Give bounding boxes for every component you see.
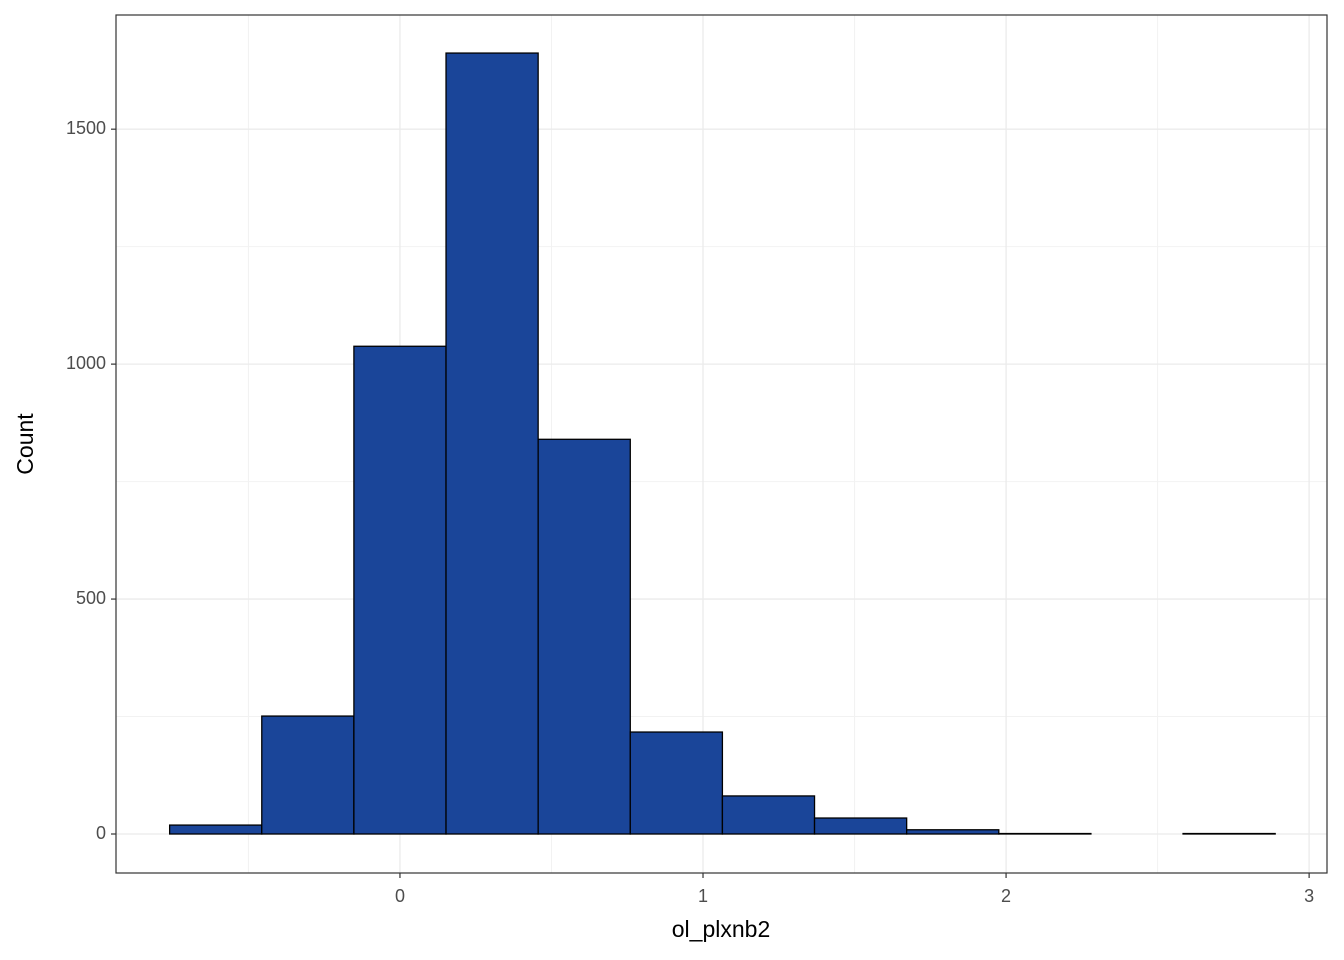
bar bbox=[537, 438, 631, 835]
x-axis-title: ol_plxnb2 bbox=[672, 916, 770, 942]
x-tick-label: 2 bbox=[1001, 886, 1011, 906]
bar bbox=[906, 829, 1000, 835]
y-tick-label: 500 bbox=[76, 588, 106, 608]
bar bbox=[813, 817, 908, 835]
bar bbox=[353, 345, 447, 835]
y-tick-label: 1500 bbox=[66, 118, 106, 138]
y-tick-label: 0 bbox=[96, 823, 106, 843]
bar bbox=[261, 715, 355, 835]
panel-border bbox=[115, 14, 1328, 874]
bar bbox=[629, 731, 724, 835]
x-tick-label: 1 bbox=[698, 886, 708, 906]
y-tick-label: 1000 bbox=[66, 353, 106, 373]
x-tick-label: 3 bbox=[1304, 886, 1314, 906]
y-axis-title: Count bbox=[12, 413, 38, 475]
bar bbox=[445, 52, 539, 835]
bar bbox=[168, 824, 263, 835]
x-tick-label: 0 bbox=[395, 886, 405, 906]
bar bbox=[721, 795, 816, 835]
